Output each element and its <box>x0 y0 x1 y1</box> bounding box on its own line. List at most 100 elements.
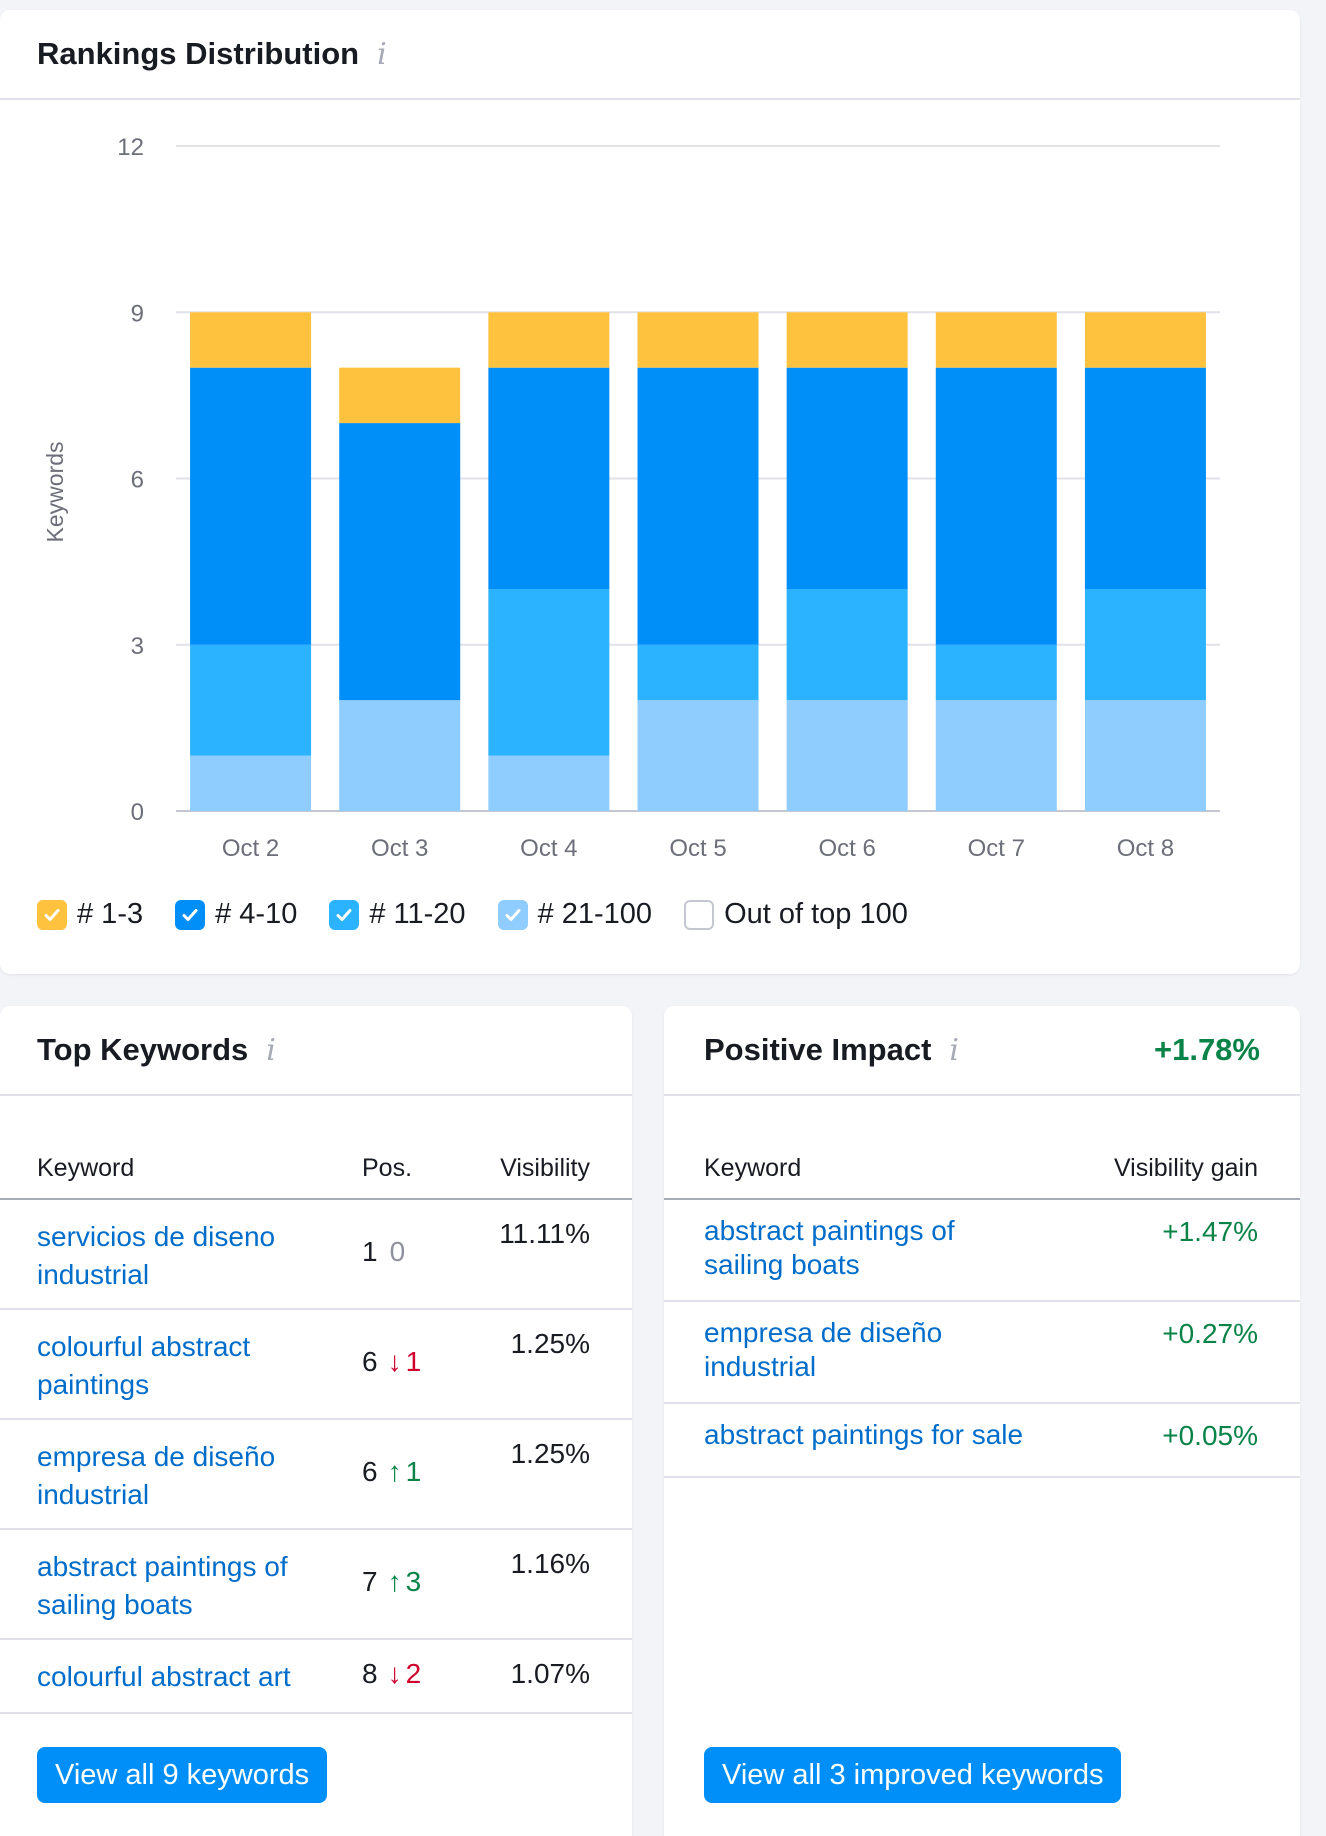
position-change-value: 3 <box>405 1566 422 1597</box>
visibility-value: 11.11% <box>499 1218 590 1249</box>
x-tick-label: Oct 6 <box>818 835 875 862</box>
keyword-link[interactable]: servicios de diseno industrial <box>37 1218 275 1294</box>
bar-segment <box>1084 312 1206 368</box>
legend-label: # 11-20 <box>369 898 466 930</box>
position-change: ↓ 2 <box>388 1658 422 1689</box>
legend-item[interactable]: # 11-20 <box>329 898 466 931</box>
bar-segment <box>488 367 610 590</box>
keyword-line: empresa de diseño <box>37 1441 276 1472</box>
y-axis-label: Keywords <box>42 442 68 543</box>
col-keyword[interactable]: Keyword <box>704 1154 802 1182</box>
legend-label: # 1-3 <box>77 898 144 930</box>
legend-item[interactable]: # 21-100 <box>497 898 653 931</box>
table-row: abstract paintings for sale +0.05% <box>664 1404 1300 1478</box>
keyword-line: empresa de diseño <box>704 1317 943 1348</box>
keyword-link[interactable]: abstract paintings of sailing boats <box>37 1548 288 1624</box>
col-pos[interactable]: Pos. <box>362 1154 413 1182</box>
view-improved-keywords-button[interactable]: View all 3 improved keywords <box>704 1747 1122 1803</box>
x-tick-label: Oct 5 <box>669 835 726 862</box>
keyword-line: colourful abstract <box>37 1331 251 1362</box>
x-tick-label: Oct 8 <box>1117 835 1174 862</box>
arrow-up-icon: ↑ <box>387 1566 402 1597</box>
table-row: colourful abstract paintings 6 ↓ 1 1.25% <box>0 1310 632 1420</box>
legend-checkbox[interactable] <box>37 899 67 930</box>
x-tick-label: Oct 2 <box>222 835 279 862</box>
legend-checkbox[interactable] <box>329 899 360 930</box>
legend-item[interactable]: Out of top 100 <box>684 898 908 931</box>
keyword-link[interactable]: empresa de diseño industrial <box>37 1438 275 1514</box>
keyword-link[interactable]: abstract paintings of sailing boats <box>704 1214 955 1282</box>
position-change: 0 <box>390 1236 406 1267</box>
bar-segment <box>190 312 312 368</box>
keyword-link[interactable]: abstract paintings for sale <box>704 1418 1023 1452</box>
x-tick-label: Oct 4 <box>520 835 577 862</box>
y-tick-label: 0 <box>131 799 144 826</box>
visibility-value: 1.07% <box>510 1658 590 1689</box>
bar-segment <box>935 312 1057 368</box>
keyword-link[interactable]: colourful abstract paintings <box>37 1328 250 1404</box>
keyword-line: servicios de diseno <box>37 1221 276 1252</box>
info-icon[interactable]: i <box>949 1032 960 1068</box>
legend-item[interactable]: # 4-10 <box>175 898 297 931</box>
info-icon[interactable]: i <box>266 1032 276 1068</box>
bar-segment <box>1084 589 1206 701</box>
rankings-header: Rankings Distribution i <box>0 10 1300 100</box>
positive-impact-card: Positive Impact i +1.78% Keyword Visibil… <box>664 1006 1300 1836</box>
position-number: 7 <box>362 1566 378 1597</box>
check-icon <box>336 908 352 921</box>
col-visibility-gain[interactable]: Visibility gain <box>1113 1154 1258 1182</box>
top-keywords-header: Top Keywords i <box>0 1006 632 1096</box>
bar-segment <box>637 700 759 811</box>
bar-segment <box>637 367 759 645</box>
positive-impact-total: +1.78% <box>1153 1032 1260 1067</box>
position-value: 6 ↓ 1 <box>362 1346 421 1378</box>
check-icon <box>182 908 198 921</box>
position-change: ↑ 1 <box>388 1456 422 1487</box>
bar-segment <box>935 644 1057 701</box>
positive-impact-table-header: Keyword Visibility gain <box>664 1144 1300 1200</box>
col-visibility[interactable]: Visibility <box>500 1154 590 1182</box>
keyword-link[interactable]: colourful abstract art <box>37 1658 291 1696</box>
table-row: empresa de diseño industrial +0.27% <box>664 1302 1300 1404</box>
table-row: servicios de diseno industrial 1 0 11.11% <box>0 1200 632 1310</box>
position-number: 6 <box>362 1456 378 1487</box>
table-row: abstract paintings of sailing boats +1.47% <box>664 1200 1300 1302</box>
bar-segment <box>935 367 1057 645</box>
position-number: 6 <box>362 1346 378 1377</box>
bar-segment <box>190 755 312 811</box>
legend-checkbox[interactable] <box>497 899 528 930</box>
keyword-line: industrial <box>37 1479 150 1510</box>
position-change-value: 0 <box>389 1236 406 1267</box>
legend-checkbox[interactable] <box>684 899 715 930</box>
bar-segment <box>786 700 908 811</box>
visibility-gain-value: +0.27% <box>1162 1318 1258 1349</box>
legend-checkbox[interactable] <box>175 899 206 930</box>
visibility-value: 1.25% <box>510 1328 590 1359</box>
positive-impact-title: Positive Impact <box>704 1032 932 1067</box>
view-all-keywords-button[interactable]: View all 9 keywords <box>37 1747 328 1803</box>
visibility-value: 1.16% <box>510 1548 590 1579</box>
arrow-down-icon: ↓ <box>387 1658 402 1689</box>
col-keyword[interactable]: Keyword <box>37 1154 135 1182</box>
positive-impact-header: Positive Impact i +1.78% <box>664 1006 1300 1096</box>
bar-segment <box>1084 700 1206 811</box>
keyword-line: colourful abstract art <box>37 1661 291 1692</box>
legend-label: # 21-100 <box>537 898 653 930</box>
info-icon[interactable]: i <box>377 36 387 72</box>
rankings-distribution-card: Rankings Distribution i 0 3 6 9 12 Keywords Oc… <box>0 10 1300 974</box>
x-tick-label: Oct 3 <box>371 835 428 862</box>
check-icon <box>505 908 521 921</box>
legend-label: Out of top 100 <box>724 898 908 930</box>
position-number: 8 <box>362 1658 378 1689</box>
position-value: 7 ↑ 3 <box>362 1566 421 1598</box>
legend-item[interactable]: # 1-3 <box>37 898 143 931</box>
keyword-link[interactable]: empresa de diseño industrial <box>704 1316 942 1384</box>
position-change: ↑ 3 <box>388 1566 422 1597</box>
keyword-line: sailing boats <box>37 1589 193 1620</box>
position-value: 8 ↓ 2 <box>362 1658 421 1690</box>
check-icon <box>44 908 60 921</box>
keyword-line: sailing boats <box>704 1249 860 1280</box>
bar-segment <box>786 367 908 590</box>
arrow-down-icon: ↓ <box>387 1346 402 1377</box>
